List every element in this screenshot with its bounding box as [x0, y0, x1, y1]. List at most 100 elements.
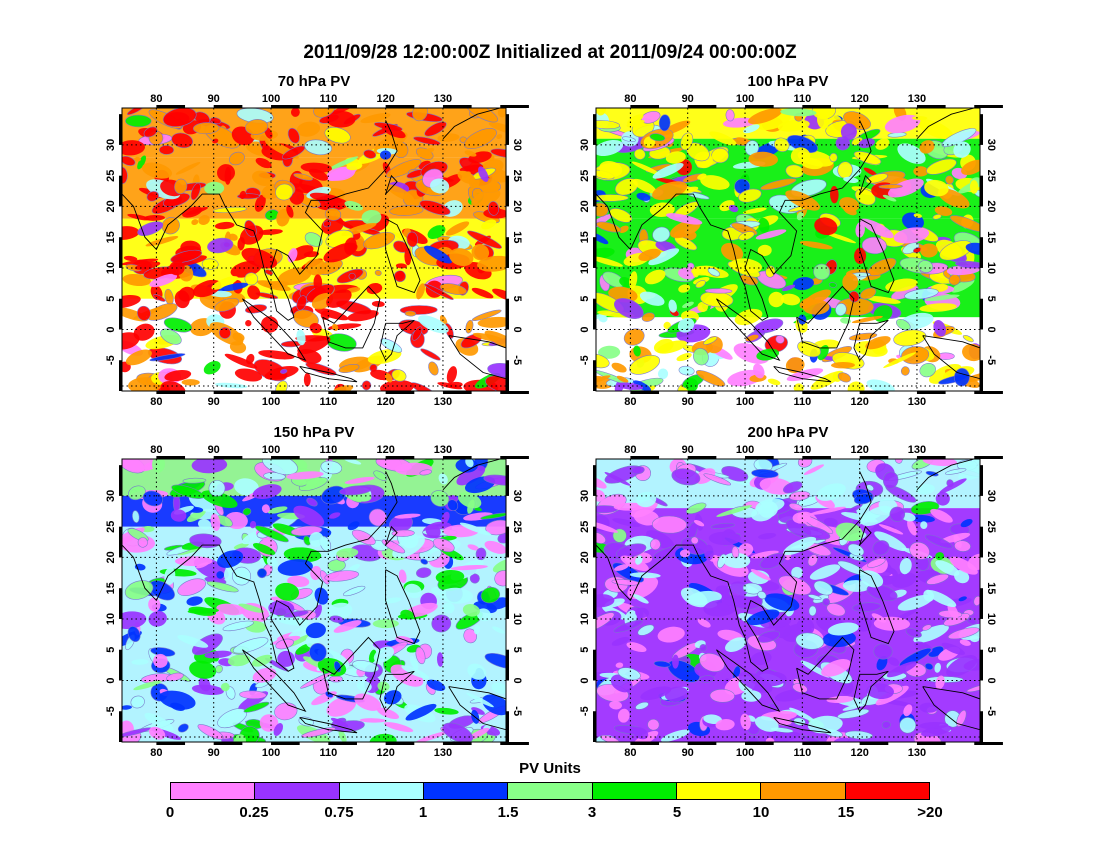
coastline	[596, 471, 872, 672]
pv-contour	[859, 287, 877, 300]
pv-contour	[748, 108, 783, 125]
pv-contour	[232, 637, 269, 654]
pv-contour	[148, 610, 167, 627]
lat-tick-label: 10	[579, 262, 591, 274]
legend-swatch	[339, 783, 424, 799]
coastline	[796, 636, 855, 700]
pv-contour	[949, 556, 978, 575]
lat-tick-label: 20	[579, 200, 591, 212]
pv-contour	[926, 589, 957, 608]
lat-tick-label: -5	[579, 355, 591, 365]
lon-tick-label: 120	[850, 396, 868, 408]
axis-bar	[745, 456, 774, 459]
pv-contour	[817, 113, 829, 129]
pv-contour	[441, 511, 450, 524]
pv-contour	[611, 636, 630, 646]
pv-contour	[204, 181, 225, 195]
pv-contour	[419, 200, 451, 216]
lat-tick-label: 5	[511, 296, 523, 302]
pv-contour	[722, 552, 751, 569]
pv-contour	[682, 301, 694, 309]
pv-contour	[492, 558, 506, 573]
pv-contour	[816, 483, 846, 501]
pv-contour	[401, 665, 430, 679]
pv-contour	[491, 682, 506, 694]
coastline	[859, 569, 895, 645]
lon-tick-label: 100	[262, 747, 280, 759]
pv-contour	[363, 231, 395, 250]
pv-contour	[224, 166, 232, 185]
pv-contour	[924, 534, 953, 549]
pv-contour	[208, 480, 226, 497]
pv-contour	[480, 586, 501, 604]
pv-contour	[858, 138, 875, 149]
pv-contour	[244, 272, 259, 286]
pv-contour	[699, 653, 725, 672]
legend-label: 10	[752, 804, 770, 821]
pv-contour	[296, 295, 307, 311]
pv-contour	[427, 225, 446, 240]
pv-contour	[888, 178, 924, 198]
coastline	[385, 525, 398, 546]
pv-contour	[417, 147, 435, 158]
pv-contour	[960, 519, 973, 528]
pv-contour	[445, 221, 470, 236]
pv-contour	[193, 122, 220, 135]
pv-contour	[159, 690, 196, 710]
pv-contour	[377, 681, 390, 692]
pv-contour	[680, 587, 708, 608]
pv-contour	[201, 258, 219, 270]
pv-contour	[780, 293, 801, 306]
legend-swatch	[508, 783, 593, 799]
pv-contour	[596, 520, 619, 533]
pv-contour	[391, 529, 415, 537]
pv-contour	[243, 701, 270, 713]
coastline	[322, 285, 381, 349]
pv-contour	[143, 214, 165, 221]
lat-tick-label: 10	[105, 613, 117, 625]
pv-contour	[894, 459, 903, 464]
axis-bar	[506, 465, 509, 496]
pv-contour	[616, 375, 629, 383]
pv-contour	[596, 375, 611, 385]
pv-contour	[878, 524, 904, 535]
pv-contour	[965, 242, 980, 256]
coastline	[299, 716, 358, 734]
axis-bar	[593, 711, 596, 742]
lat-tick-label: -5	[511, 706, 523, 716]
pv-contour	[347, 521, 360, 531]
pv-contour	[920, 243, 938, 258]
pv-contour	[945, 175, 954, 185]
lon-tick-label: 120	[376, 747, 394, 759]
pv-contour	[633, 727, 649, 740]
pv-contour	[122, 258, 159, 266]
lon-tick-label: 130	[908, 747, 926, 759]
coastline	[853, 319, 889, 361]
pv-contour	[347, 310, 379, 322]
pv-contour	[680, 132, 694, 151]
pv-contour	[198, 519, 212, 530]
pv-contour	[466, 692, 494, 708]
pv-contour	[711, 147, 729, 164]
pv-contour	[690, 536, 699, 545]
panel-title-150hpa: 150 hPa PV	[273, 424, 355, 441]
pv-contour	[143, 126, 158, 138]
pv-contour	[149, 353, 186, 362]
lat-tick-label: -5	[511, 355, 523, 365]
pv-contour	[922, 459, 958, 467]
legend-swatch	[676, 783, 762, 799]
pv-contour	[323, 242, 358, 263]
pv-contour	[245, 320, 252, 327]
pv-contour	[390, 664, 424, 687]
pv-contour	[166, 672, 184, 682]
pv-contour	[949, 215, 980, 232]
pv-contour	[483, 474, 506, 486]
pv-contour	[206, 581, 239, 593]
pv-contour	[218, 326, 231, 339]
axis-bar	[593, 526, 596, 558]
lat-tick-label: 0	[985, 677, 997, 683]
pv-contour	[651, 515, 688, 534]
lat-tick-label: 25	[105, 521, 117, 533]
pv-contour	[465, 319, 474, 334]
